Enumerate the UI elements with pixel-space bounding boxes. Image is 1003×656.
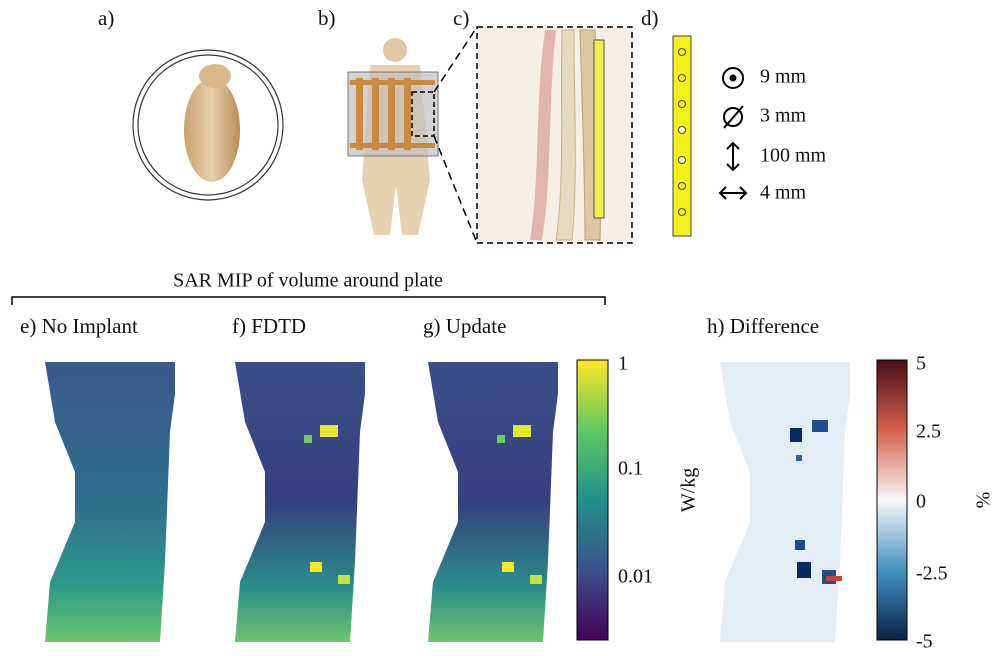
colorbar-tick-label: 2.5: [916, 421, 941, 443]
panel-label: c): [453, 6, 469, 30]
spec-icons: [720, 68, 746, 199]
figure: a) b) c) d) 9 mm 3 mm 100 mm 4 mm SAR: [0, 0, 1003, 656]
plate: [594, 40, 604, 218]
zoom-line: [434, 27, 477, 92]
colorbar-tick-label: 0.1: [618, 458, 643, 480]
colorbar-tick-label: 1: [618, 353, 628, 375]
colorbar: [577, 360, 608, 640]
colorbar-tick-label: 0: [916, 491, 926, 513]
colorbar: [877, 360, 907, 640]
body-top: [184, 78, 240, 182]
colorbar-tick-label: 5: [916, 353, 926, 375]
head-top: [199, 64, 231, 88]
difference-map: [720, 362, 850, 642]
sar-map: [45, 362, 175, 642]
panel-label: f) FDTD: [232, 314, 306, 338]
panel-label: a): [98, 6, 114, 30]
panel-label: d): [641, 6, 659, 30]
spec-text: 9 mm: [760, 66, 807, 88]
panel-label: e) No Implant: [20, 314, 138, 338]
plate-drawing: [673, 36, 691, 236]
bracket-title: SAR MIP of volume around plate: [173, 270, 443, 292]
zoom-panel: [477, 27, 632, 243]
spec-text: 100 mm: [760, 145, 827, 167]
colorbar-tick-label: -2.5: [916, 563, 948, 585]
spec-text: 4 mm: [760, 182, 807, 204]
panel-label: h) Difference: [707, 314, 819, 338]
zoom-line: [434, 136, 477, 243]
colorbar-tick-label: 0.01: [618, 566, 653, 588]
spec-text: 3 mm: [760, 105, 807, 127]
colorbar-label: W/kg: [678, 468, 700, 512]
panel-label: b): [318, 6, 336, 30]
colorbar-label: %: [973, 492, 995, 509]
bracket: [12, 297, 605, 305]
sar-map: [428, 362, 558, 642]
sar-map: [235, 362, 365, 642]
colorbar-tick-label: -5: [916, 631, 933, 653]
panel-label: g) Update: [423, 314, 506, 338]
